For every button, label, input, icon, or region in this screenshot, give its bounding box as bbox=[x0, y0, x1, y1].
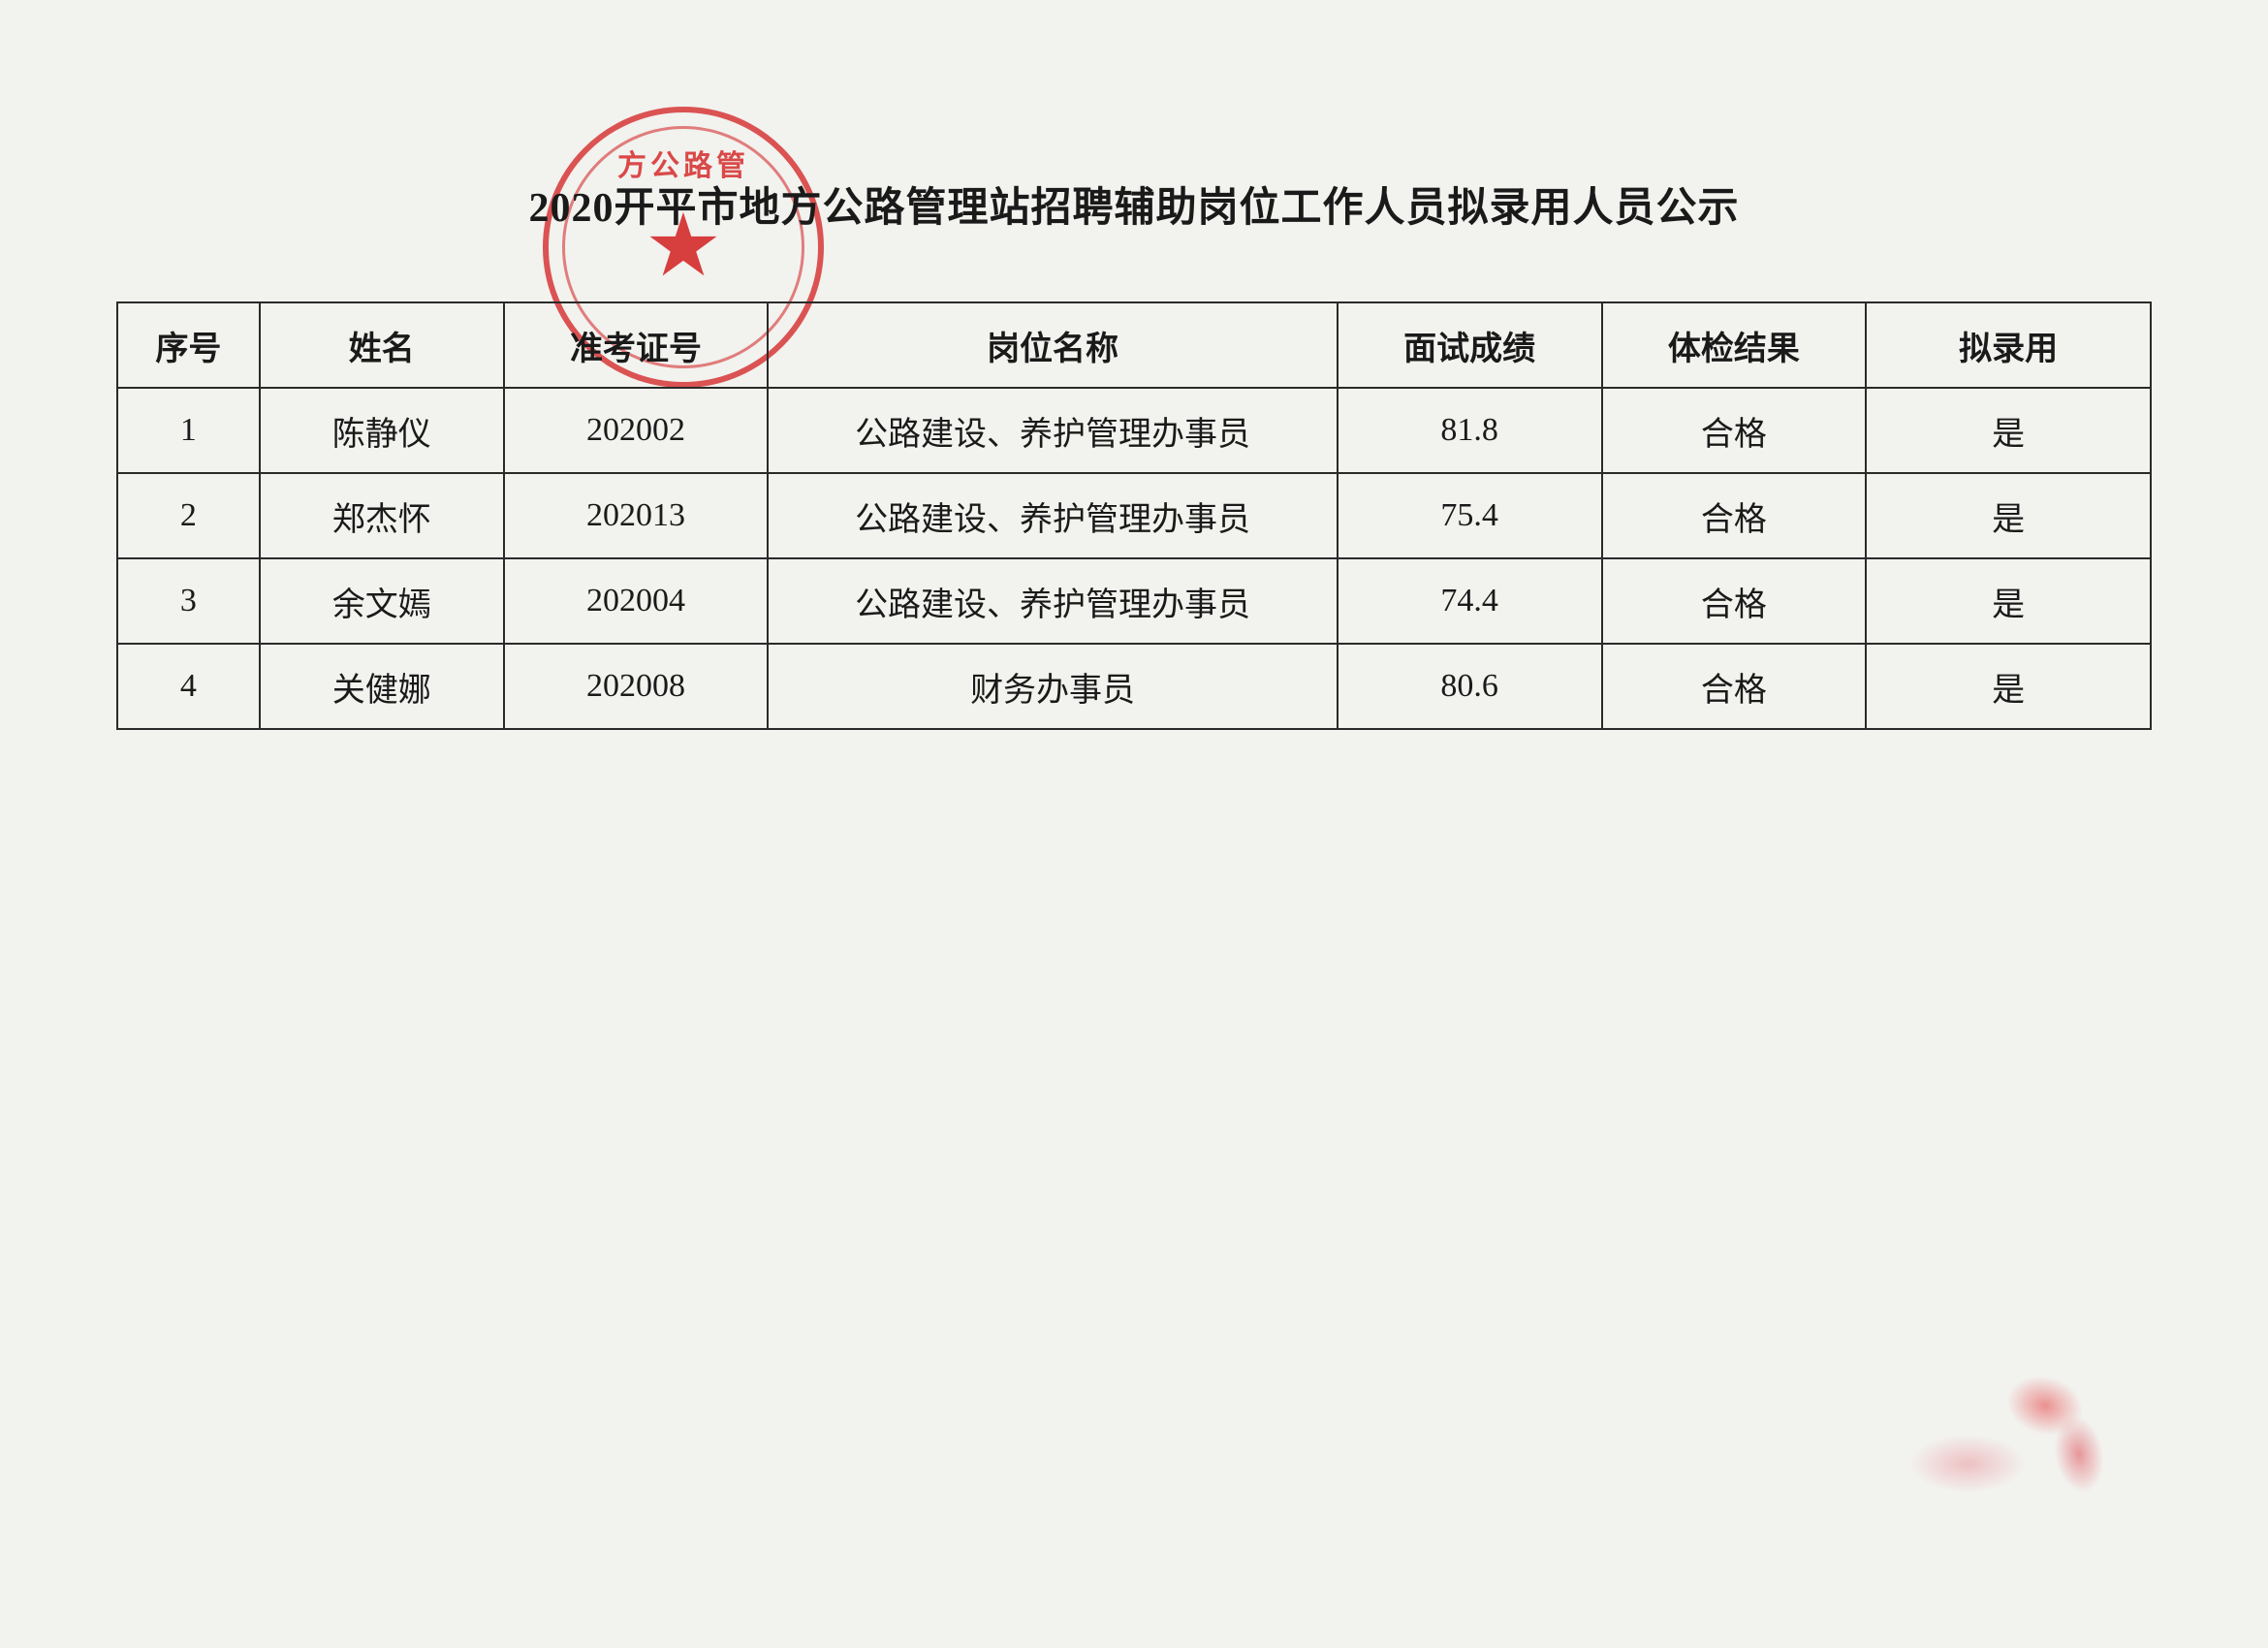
cell-seq: 2 bbox=[117, 473, 260, 558]
table-row: 2 郑杰怀 202013 公路建设、养护管理办事员 75.4 合格 是 bbox=[117, 473, 2151, 558]
cell-score: 81.8 bbox=[1338, 388, 1602, 473]
col-header-score: 面试成绩 bbox=[1338, 302, 1602, 388]
cell-name: 陈静仪 bbox=[260, 388, 504, 473]
cell-admit: 是 bbox=[1866, 388, 2151, 473]
cell-seq: 3 bbox=[117, 558, 260, 644]
ink-smudge bbox=[1832, 1357, 2123, 1551]
table-header-row: 序号 姓名 准考证号 岗位名称 面试成绩 体检结果 拟录用 bbox=[117, 302, 2151, 388]
cell-score: 74.4 bbox=[1338, 558, 1602, 644]
smudge-blob bbox=[1909, 1435, 2026, 1493]
cell-seq: 4 bbox=[117, 644, 260, 729]
cell-admit: 是 bbox=[1866, 644, 2151, 729]
cell-position: 公路建设、养护管理办事员 bbox=[768, 473, 1337, 558]
cell-exam-no: 202004 bbox=[504, 558, 769, 644]
cell-health: 合格 bbox=[1602, 558, 1867, 644]
table-row: 1 陈静仪 202002 公路建设、养护管理办事员 81.8 合格 是 bbox=[117, 388, 2151, 473]
cell-health: 合格 bbox=[1602, 388, 1867, 473]
page-title: 2020开平市地方公路管理站招聘辅助岗位工作人员拟录用人员公示 bbox=[116, 174, 2152, 234]
cell-exam-no: 202008 bbox=[504, 644, 769, 729]
document-page: 方公路管 ★ 2020开平市地方公路管理站招聘辅助岗位工作人员拟录用人员公示 序… bbox=[0, 0, 2268, 1648]
cell-seq: 1 bbox=[117, 388, 260, 473]
table-row: 4 关健娜 202008 财务办事员 80.6 合格 是 bbox=[117, 644, 2151, 729]
col-header-position: 岗位名称 bbox=[768, 302, 1337, 388]
col-header-admit: 拟录用 bbox=[1866, 302, 2151, 388]
col-header-seq: 序号 bbox=[117, 302, 260, 388]
cell-position: 财务办事员 bbox=[768, 644, 1337, 729]
cell-name: 关健娜 bbox=[260, 644, 504, 729]
col-header-exam-no: 准考证号 bbox=[504, 302, 769, 388]
smudge-blob bbox=[2048, 1411, 2109, 1496]
cell-position: 公路建设、养护管理办事员 bbox=[768, 558, 1337, 644]
cell-health: 合格 bbox=[1602, 473, 1867, 558]
cell-score: 75.4 bbox=[1338, 473, 1602, 558]
smudge-blob bbox=[2000, 1368, 2091, 1444]
cell-exam-no: 202013 bbox=[504, 473, 769, 558]
cell-score: 80.6 bbox=[1338, 644, 1602, 729]
cell-health: 合格 bbox=[1602, 644, 1867, 729]
col-header-name: 姓名 bbox=[260, 302, 504, 388]
cell-name: 余文嫣 bbox=[260, 558, 504, 644]
cell-admit: 是 bbox=[1866, 558, 2151, 644]
col-header-health: 体检结果 bbox=[1602, 302, 1867, 388]
cell-exam-no: 202002 bbox=[504, 388, 769, 473]
admission-table: 序号 姓名 准考证号 岗位名称 面试成绩 体检结果 拟录用 1 陈静仪 2020… bbox=[116, 301, 2152, 730]
cell-name: 郑杰怀 bbox=[260, 473, 504, 558]
cell-admit: 是 bbox=[1866, 473, 2151, 558]
cell-position: 公路建设、养护管理办事员 bbox=[768, 388, 1337, 473]
table-row: 3 余文嫣 202004 公路建设、养护管理办事员 74.4 合格 是 bbox=[117, 558, 2151, 644]
